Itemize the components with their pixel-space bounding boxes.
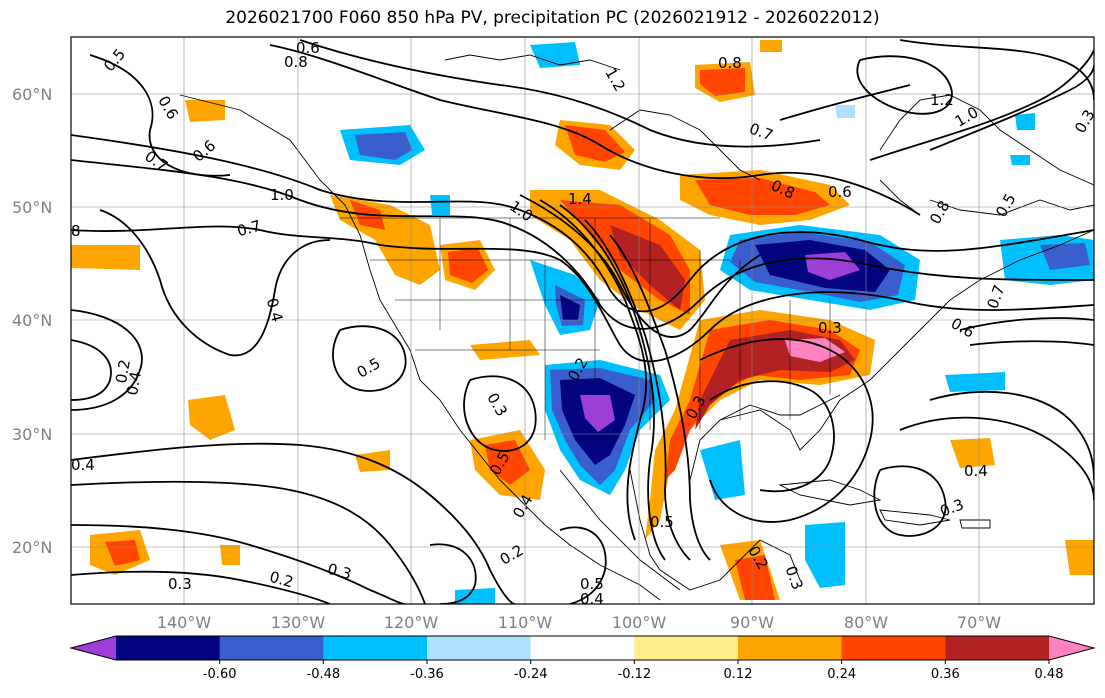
lat-label-30: 30°N xyxy=(12,425,52,444)
svg-text:0.3: 0.3 xyxy=(168,575,192,593)
svg-text:0.4: 0.4 xyxy=(580,590,604,608)
colorbar-tick-label: -0.60 xyxy=(203,667,237,682)
svg-text:0.3: 0.3 xyxy=(326,560,354,584)
svg-text:0.3: 0.3 xyxy=(818,319,842,337)
lat-label-50: 50°N xyxy=(12,198,52,217)
colorbar-tick-label: 0.24 xyxy=(827,667,856,682)
colorbar-segment xyxy=(427,636,532,660)
colorbar-tick-label: -0.48 xyxy=(307,667,341,682)
svg-text:0.2: 0.2 xyxy=(268,568,296,592)
colorbar-tick-label: -0.24 xyxy=(514,667,548,682)
colorbar-segment xyxy=(945,636,1050,660)
chart-title: 2026021700 F060 850 hPa PV, precipitatio… xyxy=(225,8,880,28)
colorbar-segment xyxy=(219,636,324,660)
map-area: 0.6 0.8 0.5 0.6 0.7 0.6 1.0 0.7 8 0.4 0.… xyxy=(71,37,1094,608)
colorbar: -0.60 -0.48 -0.36 -0.24 -0.12 0.12 0.24 0.36 0.4… xyxy=(69,635,1096,682)
colorbar-extend-min xyxy=(71,636,116,660)
svg-text:0.4: 0.4 xyxy=(71,456,95,474)
lon-label-80: 80°W xyxy=(844,613,888,632)
colorbar-segment xyxy=(530,636,635,660)
svg-text:0.5: 0.5 xyxy=(580,575,604,593)
lon-label-110: 110°W xyxy=(498,613,553,632)
colorbar-tick-label: -0.12 xyxy=(618,667,652,682)
svg-text:1.4: 1.4 xyxy=(568,190,592,208)
svg-text:1.2: 1.2 xyxy=(930,91,954,109)
pv-contours xyxy=(71,39,1094,604)
lat-label-40: 40°N xyxy=(12,311,52,330)
svg-text:0.2: 0.2 xyxy=(112,358,134,385)
map-frame xyxy=(70,36,1095,605)
colorbar-tick-label: 0.48 xyxy=(1035,667,1064,682)
colorbar-segment xyxy=(738,636,843,660)
colorbar-tick-label: 0.36 xyxy=(931,667,960,682)
svg-text:0.4: 0.4 xyxy=(263,296,287,324)
svg-text:0.6: 0.6 xyxy=(296,39,320,57)
gridlines xyxy=(71,37,1094,604)
svg-text:0.5: 0.5 xyxy=(650,513,674,531)
lon-label-100: 100°W xyxy=(612,613,667,632)
lon-label-130: 130°W xyxy=(271,613,326,632)
svg-text:0.7: 0.7 xyxy=(235,217,263,241)
lon-label-70: 70°W xyxy=(957,613,1001,632)
svg-text:0.8: 0.8 xyxy=(284,53,308,71)
svg-text:0.4: 0.4 xyxy=(964,462,988,480)
colorbar-segment xyxy=(841,636,946,660)
colorbar-segment xyxy=(116,636,221,660)
svg-text:0.8: 0.8 xyxy=(718,54,742,72)
lat-label-20: 20°N xyxy=(12,538,52,557)
lon-label-120: 120°W xyxy=(384,613,439,632)
colorbar-extend-max xyxy=(1049,636,1094,660)
colorbar-segment xyxy=(323,636,428,660)
svg-text:0.4: 0.4 xyxy=(123,370,145,397)
colorbar-tick-label: -0.36 xyxy=(410,667,444,682)
svg-text:1.0: 1.0 xyxy=(270,186,294,204)
lon-label-140: 140°W xyxy=(157,613,212,632)
colorbar-outline xyxy=(69,635,1096,661)
lat-axis-labels: 60°N 50°N 40°N 30°N 20°N xyxy=(12,85,52,557)
svg-text:0.6: 0.6 xyxy=(828,183,852,201)
lat-label-60: 60°N xyxy=(12,85,52,104)
svg-text:8: 8 xyxy=(71,222,81,240)
lon-label-90: 90°W xyxy=(730,613,774,632)
lon-axis-labels: 140°W 130°W 120°W 110°W 100°W 90°W 80°W … xyxy=(157,613,1001,632)
colorbar-tick-label: 0.12 xyxy=(724,667,753,682)
colorbar-segment xyxy=(634,636,739,660)
